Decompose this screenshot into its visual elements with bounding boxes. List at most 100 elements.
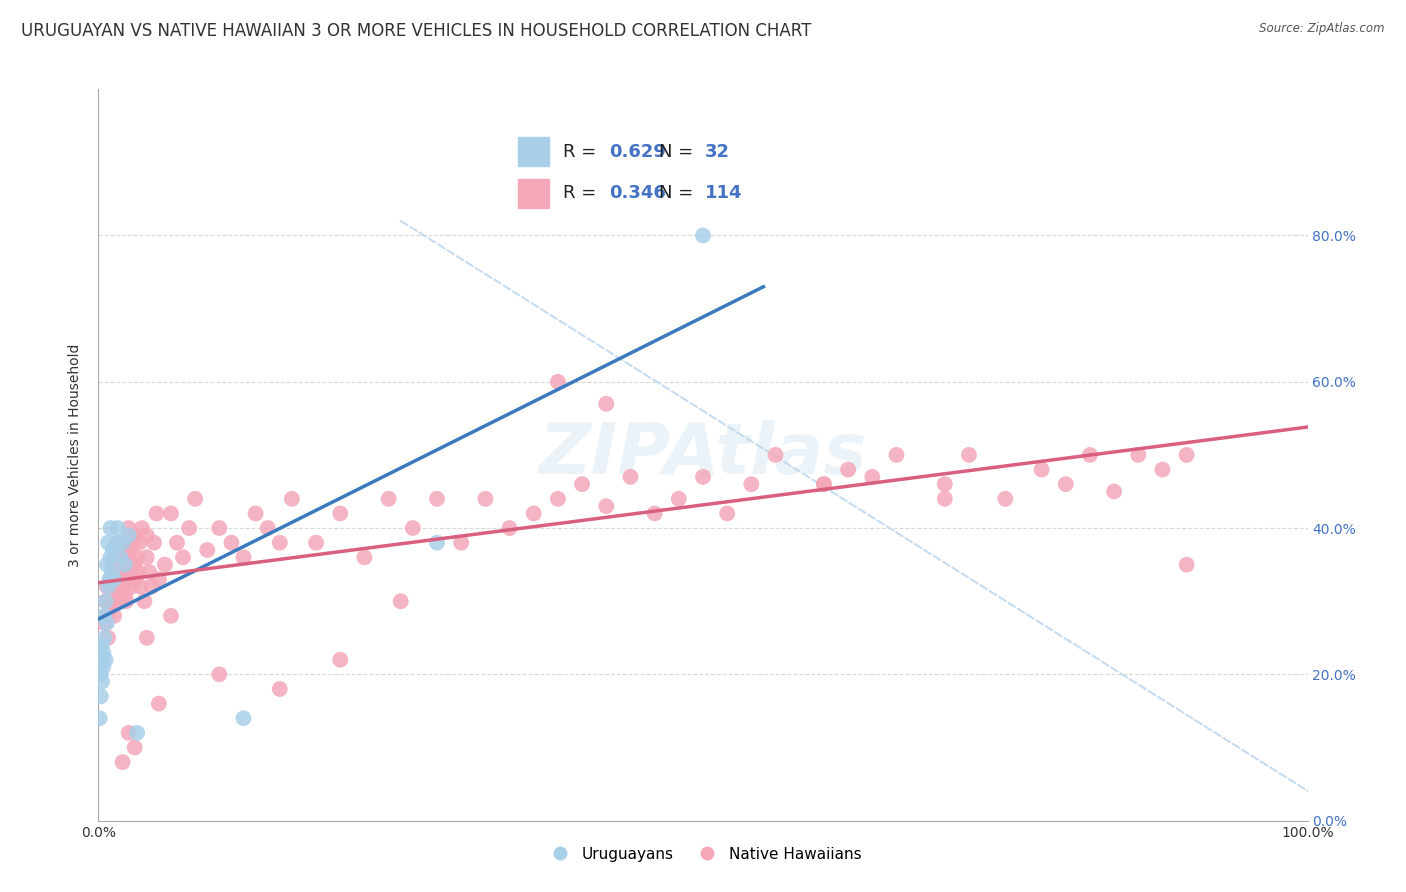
Point	[135, 631, 157, 645]
Point	[94, 653, 117, 667]
Point	[108, 565, 131, 579]
Legend: Uruguayans, Native Hawaiians: Uruguayans, Native Hawaiians	[538, 840, 868, 868]
Point	[232, 550, 254, 565]
FancyBboxPatch shape	[517, 178, 548, 208]
FancyBboxPatch shape	[517, 136, 548, 166]
Point	[91, 638, 114, 652]
Text: 0.346: 0.346	[609, 184, 665, 202]
Point	[94, 594, 117, 608]
Text: N =: N =	[659, 184, 699, 202]
Point	[740, 477, 762, 491]
Point	[813, 477, 835, 491]
Point	[111, 535, 134, 549]
Point	[104, 580, 127, 594]
Point	[208, 667, 231, 681]
Point	[595, 397, 617, 411]
Point	[124, 558, 146, 572]
Point	[1102, 484, 1125, 499]
Point	[143, 535, 166, 549]
Point	[90, 667, 112, 681]
Point	[93, 616, 115, 631]
Point	[125, 572, 148, 586]
Point	[148, 697, 170, 711]
Point	[118, 521, 141, 535]
Point	[571, 477, 593, 491]
Point	[91, 653, 114, 667]
Point	[100, 550, 122, 565]
Text: R =: R =	[564, 184, 602, 202]
Point	[145, 507, 167, 521]
Point	[108, 594, 131, 608]
Point	[166, 535, 188, 549]
Point	[114, 558, 136, 572]
Point	[426, 491, 449, 506]
Point	[208, 521, 231, 535]
Point	[101, 543, 124, 558]
Point	[96, 580, 118, 594]
Point	[107, 521, 129, 535]
Point	[377, 491, 399, 506]
Point	[1128, 448, 1150, 462]
Point	[389, 594, 412, 608]
Point	[97, 631, 120, 645]
Point	[114, 565, 136, 579]
Point	[692, 470, 714, 484]
Point	[1031, 462, 1053, 476]
Point	[94, 594, 117, 608]
Point	[103, 608, 125, 623]
Point	[281, 491, 304, 506]
Point	[111, 755, 134, 769]
Point	[595, 499, 617, 513]
Point	[111, 558, 134, 572]
Point	[91, 645, 114, 659]
Point	[172, 550, 194, 565]
Point	[96, 608, 118, 623]
Point	[523, 507, 546, 521]
Point	[124, 528, 146, 542]
Point	[221, 535, 243, 549]
Point	[1152, 462, 1174, 476]
Point	[160, 507, 183, 521]
Point	[127, 565, 149, 579]
Point	[108, 550, 131, 565]
Point	[115, 594, 138, 608]
Point	[89, 711, 111, 725]
Point	[148, 572, 170, 586]
Point	[179, 521, 201, 535]
Point	[120, 558, 142, 572]
Point	[105, 535, 128, 549]
Point	[96, 616, 118, 631]
Text: 32: 32	[704, 143, 730, 161]
Point	[1054, 477, 1077, 491]
Point	[118, 572, 141, 586]
Point	[97, 580, 120, 594]
Point	[1175, 558, 1198, 572]
Point	[138, 565, 160, 579]
Point	[103, 572, 125, 586]
Point	[118, 528, 141, 542]
Point	[100, 594, 122, 608]
Point	[135, 550, 157, 565]
Point	[426, 535, 449, 549]
Point	[93, 608, 115, 623]
Point	[934, 491, 956, 506]
Point	[118, 543, 141, 558]
Point	[122, 535, 145, 549]
Y-axis label: 3 or more Vehicles in Household: 3 or more Vehicles in Household	[69, 343, 83, 566]
Text: 114: 114	[704, 184, 742, 202]
Point	[112, 535, 135, 549]
Point	[141, 580, 163, 594]
Point	[91, 660, 114, 674]
Point	[118, 726, 141, 740]
Text: 0.629: 0.629	[609, 143, 665, 161]
Point	[886, 448, 908, 462]
Point	[96, 558, 118, 572]
Point	[1078, 448, 1101, 462]
Point	[184, 491, 207, 506]
Point	[108, 535, 131, 549]
Point	[668, 491, 690, 506]
Point	[110, 543, 132, 558]
Point	[121, 580, 143, 594]
Point	[105, 550, 128, 565]
Point	[498, 521, 520, 535]
